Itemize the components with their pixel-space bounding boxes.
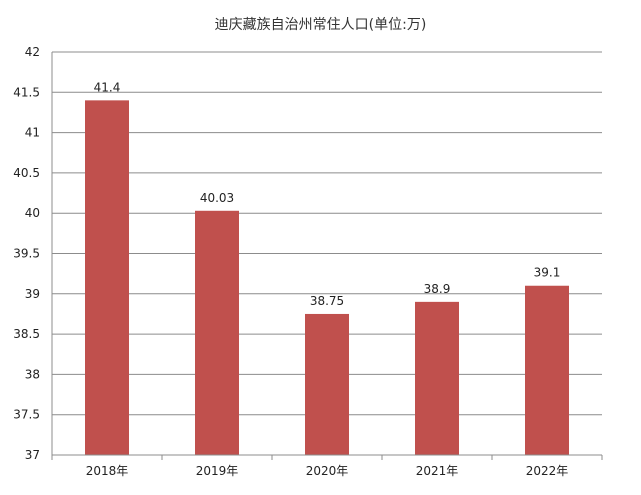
y-tick-label: 37 [25,448,40,462]
x-tick-label: 2020年 [306,464,349,478]
data-label: 41.4 [94,80,121,94]
bar [305,313,349,455]
x-tick-label: 2019年 [196,464,239,478]
y-tick-label: 39 [25,287,40,301]
y-tick-label: 41 [25,126,40,140]
x-tick-label: 2018年 [86,464,129,478]
y-tick-label: 41.5 [13,85,40,99]
y-tick-label: 42 [25,45,40,59]
data-label: 40.03 [200,191,234,205]
x-tick-label: 2022年 [526,464,569,478]
bar [415,301,459,455]
x-tick-label: 2021年 [416,464,459,478]
y-tick-label: 40 [25,206,40,220]
data-label: 38.9 [424,282,451,296]
y-tick-label: 38 [25,367,40,381]
y-tick-label: 40.5 [13,166,40,180]
labels: 37 37.5 38 38.5 39 39.5 40 40.5 41 41.5 42 41.4 2018… [13,45,568,478]
axes [51,52,603,460]
data-label: 38.75 [310,294,344,308]
y-tick-label: 37.5 [13,408,40,422]
y-tick-label: 39.5 [13,247,40,261]
bar [195,210,239,455]
data-label: 39.1 [534,266,561,280]
y-tick-label: 38.5 [13,327,40,341]
bar [85,100,129,456]
bars [85,100,569,456]
bar [525,285,569,455]
chart-title: 迪庆藏族自治州常住人口(单位:万) [214,17,427,33]
